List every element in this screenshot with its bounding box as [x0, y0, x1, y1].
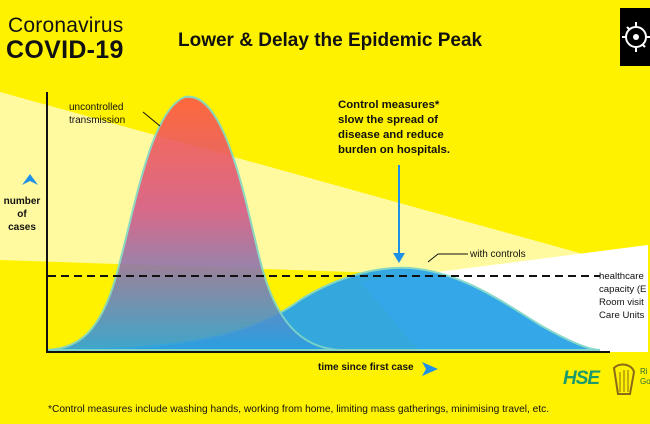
- control-measures-label: Control measures* slow the spread of dis…: [338, 98, 486, 158]
- capacity-label: healthcare capacity (E Room visit Care U…: [599, 270, 646, 322]
- y-label-line: of: [17, 209, 27, 220]
- uncontrolled-label: uncontrolled transmission: [69, 101, 125, 127]
- brand-line1: Coronavirus: [8, 14, 124, 37]
- x-arrow-icon: [422, 362, 438, 376]
- capacity-line-text: healthcare: [599, 271, 644, 282]
- control-line: burden on hospitals.: [338, 144, 451, 156]
- uncontrolled-pointer: [142, 111, 161, 127]
- capacity-line-text: capacity (E: [599, 284, 647, 295]
- hse-logo: HSE: [563, 368, 600, 389]
- control-line: slow the spread of: [338, 114, 439, 126]
- uncontrolled-label-line: transmission: [69, 115, 126, 126]
- control-line: disease and reduce: [338, 129, 444, 141]
- y-label-line: cases: [8, 222, 36, 233]
- control-line: Control measures*: [338, 99, 440, 111]
- uncontrolled-label-line: uncontrolled: [69, 102, 124, 113]
- control-arrow-head: [393, 253, 405, 263]
- capacity-line-text: Care Units: [599, 310, 645, 321]
- govt-line: Ri: [640, 367, 648, 376]
- y-arrow-icon: [22, 174, 38, 185]
- y-axis-label: number of cases: [0, 195, 44, 234]
- footnote: *Control measures include washing hands,…: [48, 404, 550, 415]
- brand-line2: COVID-19: [6, 36, 124, 64]
- govt-line: Go: [640, 377, 650, 386]
- virus-icon: [620, 8, 650, 66]
- government-logo-text: Ri Go: [640, 367, 650, 387]
- harp-icon: [612, 363, 636, 395]
- y-label-line: number: [3, 196, 41, 207]
- capacity-line-text: Room visit: [599, 297, 644, 308]
- x-axis-label: time since first case: [318, 362, 414, 373]
- page-title: Lower & Delay the Epidemic Peak: [178, 30, 483, 51]
- uncontrolled-curve: [47, 95, 341, 351]
- with-controls-pointer: [427, 253, 468, 263]
- with-controls-label: with controls: [470, 249, 526, 260]
